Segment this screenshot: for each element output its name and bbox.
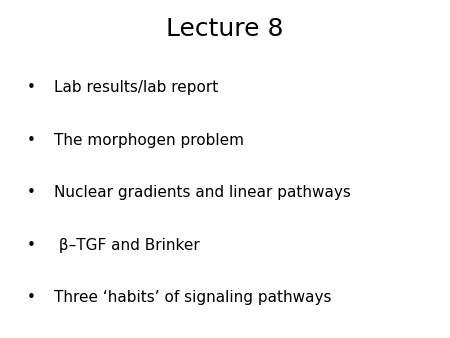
- Text: Three ‘habits’ of signaling pathways: Three ‘habits’ of signaling pathways: [54, 290, 332, 305]
- Text: Nuclear gradients and linear pathways: Nuclear gradients and linear pathways: [54, 185, 351, 200]
- Text: •: •: [27, 133, 36, 148]
- Text: Lecture 8: Lecture 8: [166, 17, 284, 41]
- Text: •: •: [27, 185, 36, 200]
- Text: •: •: [27, 80, 36, 95]
- Text: Lab results/lab report: Lab results/lab report: [54, 80, 218, 95]
- Text: The morphogen problem: The morphogen problem: [54, 133, 244, 148]
- Text: β–TGF and Brinker: β–TGF and Brinker: [54, 238, 200, 252]
- Text: •: •: [27, 290, 36, 305]
- Text: •: •: [27, 238, 36, 252]
